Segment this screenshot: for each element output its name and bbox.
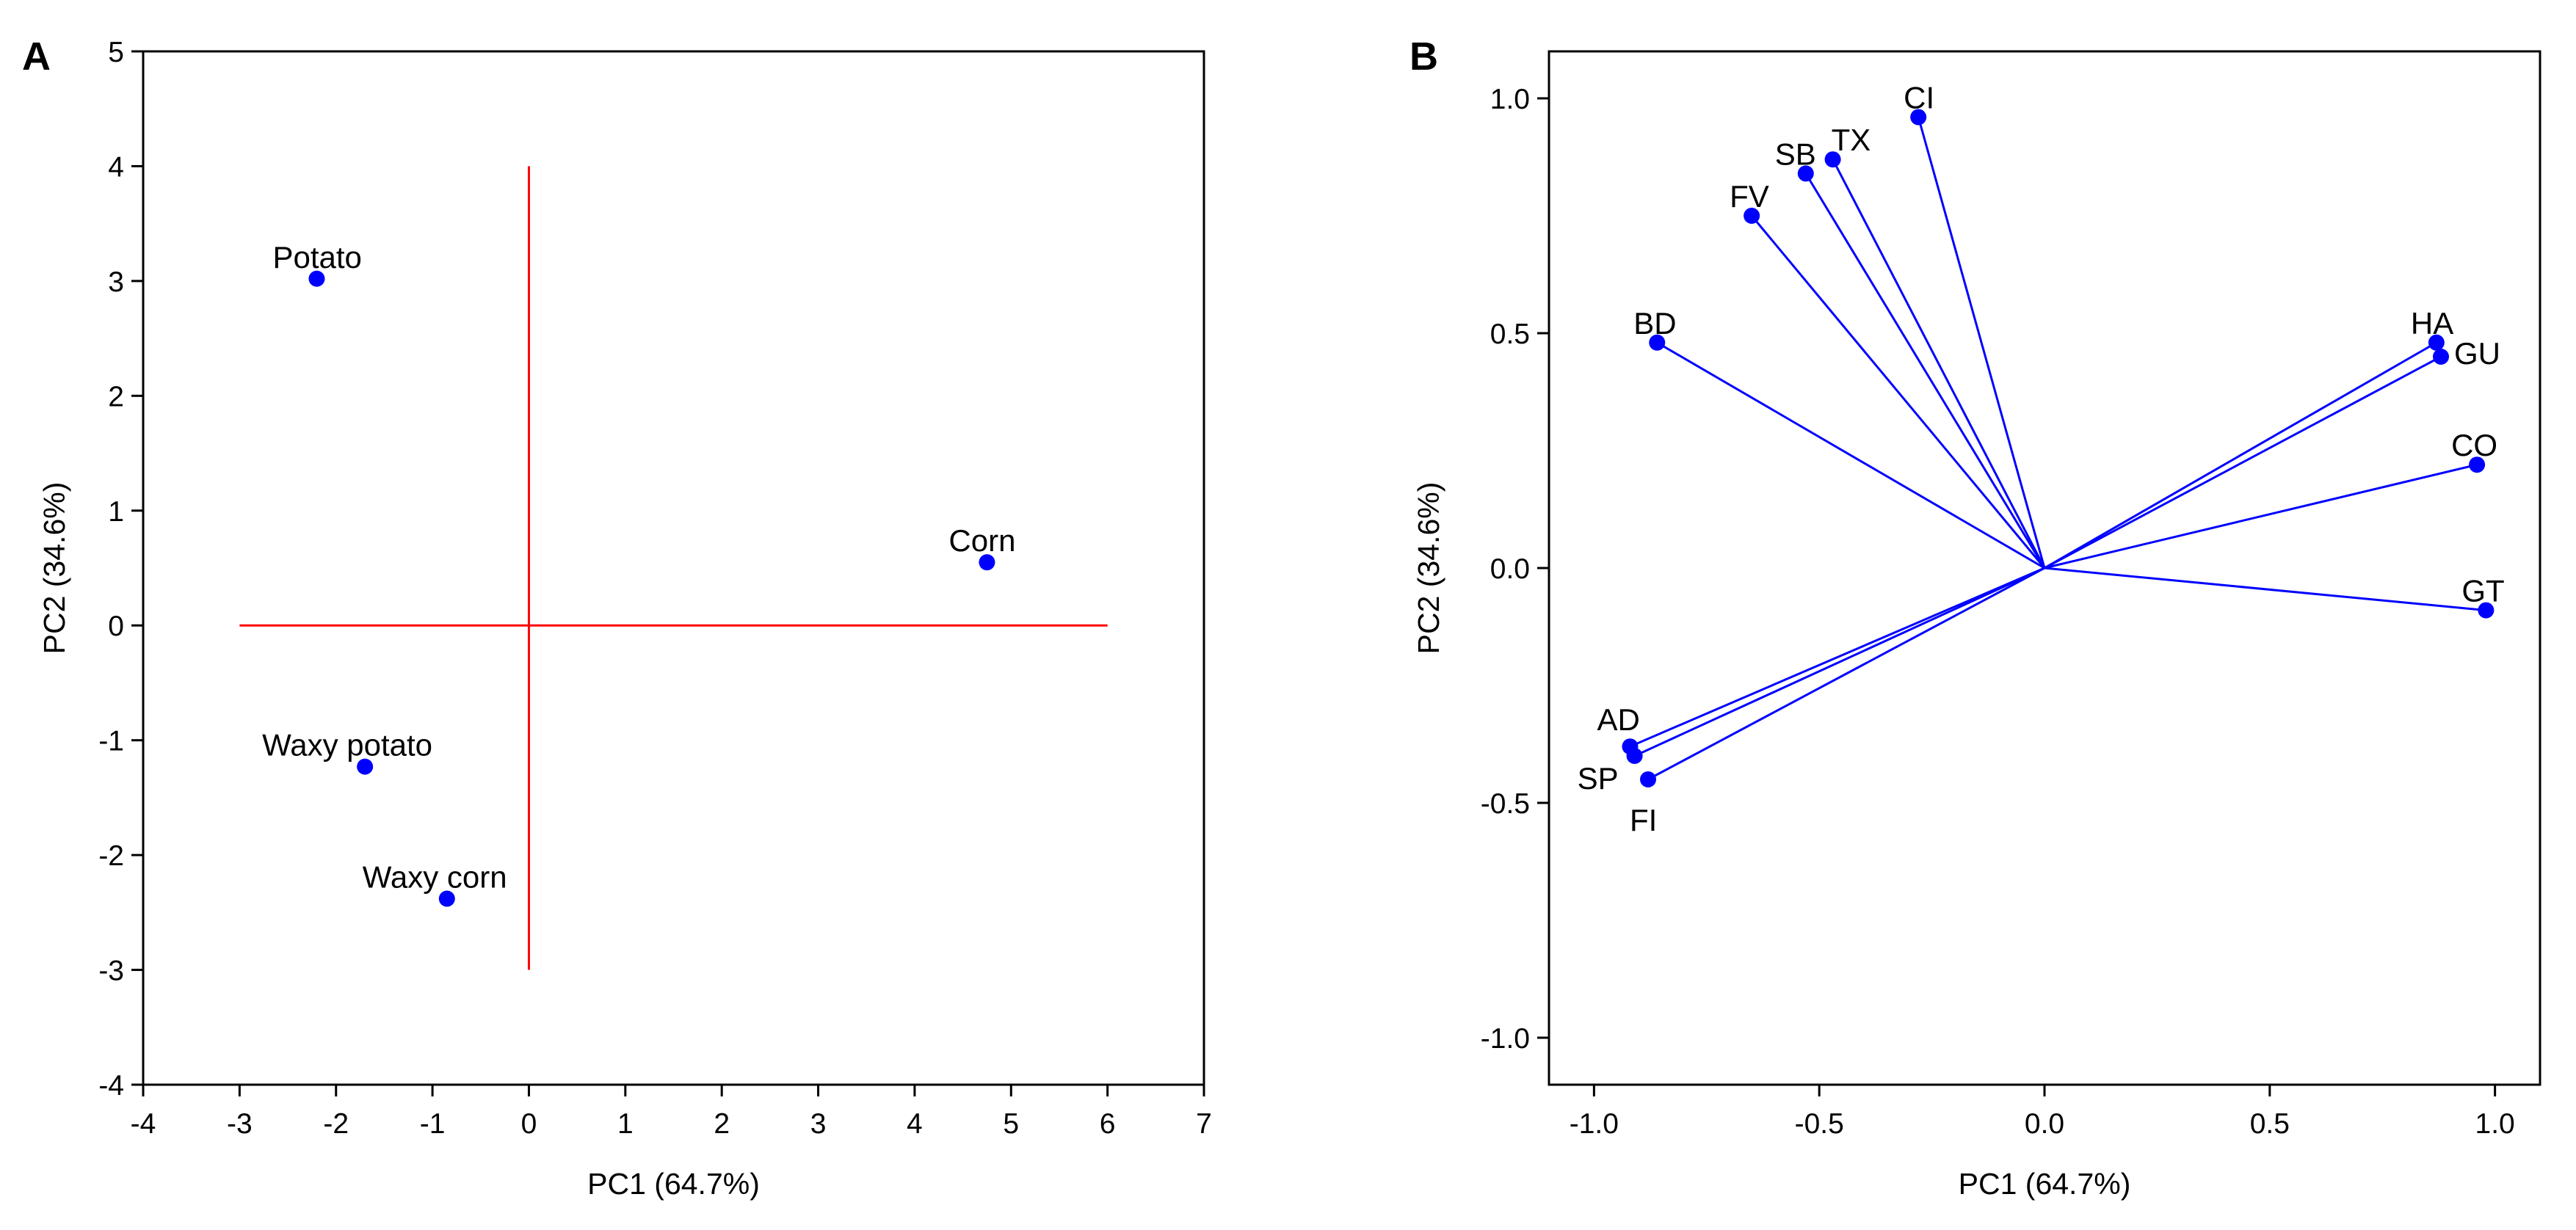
data-point xyxy=(2478,602,2495,619)
x-tick-label: -3 xyxy=(227,1108,253,1140)
loading-vector xyxy=(2044,567,2486,612)
data-point xyxy=(2433,349,2449,365)
loading-vector xyxy=(1804,172,2046,569)
y-axis-label: PC2 (34.6%) xyxy=(37,482,71,655)
point-label: BD xyxy=(1633,306,1676,341)
point-label: FV xyxy=(1730,179,1769,214)
y-tick-label: -4 xyxy=(98,1070,124,1102)
x-tick-label: 0 xyxy=(521,1108,537,1140)
loading-vector xyxy=(1647,567,2045,781)
loading-vector xyxy=(2044,341,2437,569)
data-point xyxy=(2428,334,2445,351)
x-tick-label: -4 xyxy=(131,1108,156,1140)
data-point xyxy=(2469,456,2486,473)
y-tick-label: -0.5 xyxy=(1481,788,1530,820)
x-tick-label: 4 xyxy=(907,1108,923,1140)
point-label: FI xyxy=(1630,803,1657,837)
x-tick-label: 3 xyxy=(810,1108,827,1140)
point-label: SB xyxy=(1775,137,1816,171)
x-tick-label: -1.0 xyxy=(1570,1108,1619,1140)
x-tick-label: 2 xyxy=(714,1108,730,1140)
y-tick-label: 1 xyxy=(108,496,124,528)
y-tick-label: 0 xyxy=(108,611,124,642)
x-tick-label: 6 xyxy=(1100,1108,1116,1140)
y-tick-label: 0.0 xyxy=(1490,553,1530,585)
loading-vector xyxy=(1633,567,2045,757)
panel-letter: B xyxy=(1409,34,1438,79)
loading-vector xyxy=(1832,159,2046,569)
y-tick-label: 2 xyxy=(108,381,124,412)
panel-b: B -1.0 -0.5 0.0 0.5 1.0 -1.0 -0.5 0.0 0.5 1.0 PC1 (… xyxy=(1409,34,2541,1201)
y-tick-label: -3 xyxy=(98,956,124,987)
data-point xyxy=(1797,165,1814,182)
x-tick-label: 1.0 xyxy=(2475,1108,2515,1140)
y-tick-label: -1 xyxy=(98,726,124,757)
loading-vector xyxy=(2044,463,2478,569)
x-tick-label: 0.5 xyxy=(2250,1108,2290,1140)
point-label: TX xyxy=(1832,123,1871,157)
x-tick-label: -1 xyxy=(420,1108,446,1140)
y-axis-label: PC2 (34.6%) xyxy=(1412,482,1445,655)
plot-frame xyxy=(142,50,1205,1086)
x-axis-label: PC1 (64.7%) xyxy=(587,1167,760,1201)
point-label: CO xyxy=(2451,428,2497,462)
y-tick-label: 1.0 xyxy=(1490,84,1530,115)
x-tick-label: 1 xyxy=(617,1108,634,1140)
loading-vector xyxy=(1917,117,2046,569)
point-label: Potato xyxy=(272,240,361,274)
data-point xyxy=(1649,334,1666,351)
data-point xyxy=(308,270,325,287)
panel-a: A -4 -3 -2 -1 0 1 2 3 4 5 6 7 -4 -3 -2 -1 0 1 2 3 4 5 PC1 (64.7… xyxy=(22,34,1212,1201)
point-label: SP xyxy=(1578,761,1619,796)
data-point xyxy=(1910,109,1927,125)
y-tick-label: -1.0 xyxy=(1481,1023,1530,1055)
x-tick-label: -0.5 xyxy=(1795,1108,1844,1140)
y-tick-label: -2 xyxy=(98,840,124,872)
loading-vector xyxy=(2044,355,2442,569)
point-label: CI xyxy=(1904,81,1934,115)
loading-vector xyxy=(1750,215,2046,569)
loading-vector xyxy=(1629,567,2045,748)
point-label: Waxy corn xyxy=(363,860,507,895)
data-point xyxy=(1640,771,1656,787)
y-tick-label: 4 xyxy=(108,151,124,183)
point-label: Corn xyxy=(948,523,1015,558)
point-label: GU xyxy=(2454,336,2500,371)
data-point xyxy=(1626,748,1643,764)
x-tick-label: 0.0 xyxy=(2025,1108,2064,1140)
y-tick-label: 5 xyxy=(108,37,124,68)
point-label: HA xyxy=(2411,306,2453,341)
data-point xyxy=(438,890,455,907)
x-tick-label: -2 xyxy=(323,1108,349,1140)
point-label: Waxy potato xyxy=(262,728,432,763)
y-tick-label: 3 xyxy=(108,266,124,298)
data-point xyxy=(357,758,374,775)
x-tick-label: 7 xyxy=(1196,1108,1212,1140)
point-label: GT xyxy=(2461,574,2504,608)
point-label: AD xyxy=(1597,702,1639,737)
data-point xyxy=(1744,208,1760,224)
panel-letter: A xyxy=(22,34,51,79)
x-tick-label: 5 xyxy=(1003,1108,1019,1140)
data-point xyxy=(1824,151,1841,168)
data-point xyxy=(979,554,995,571)
y-tick-label: 0.5 xyxy=(1490,319,1530,350)
loading-vector xyxy=(1656,341,2045,569)
x-axis-label: PC1 (64.7%) xyxy=(1959,1167,2131,1201)
